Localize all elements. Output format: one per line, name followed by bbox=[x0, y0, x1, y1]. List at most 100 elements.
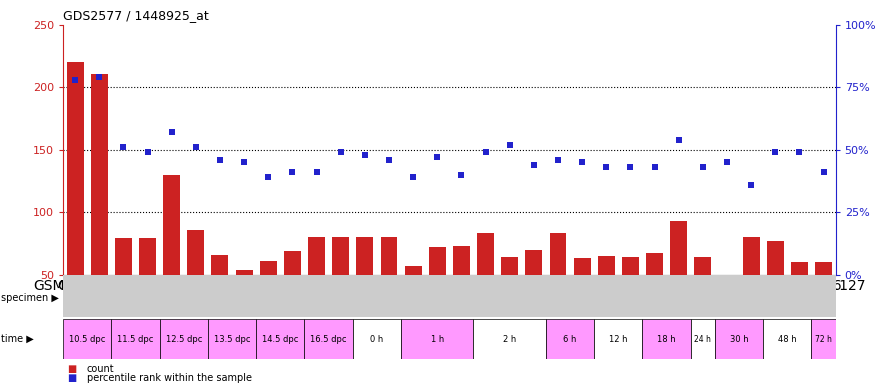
Bar bbox=[208, 319, 256, 359]
Text: GDS2577 / 1448925_at: GDS2577 / 1448925_at bbox=[63, 9, 209, 22]
Bar bbox=[284, 251, 301, 275]
Bar bbox=[404, 266, 422, 275]
Point bbox=[406, 174, 420, 180]
Bar bbox=[816, 262, 832, 275]
Bar bbox=[260, 261, 276, 275]
Point bbox=[623, 164, 637, 170]
Bar bbox=[353, 278, 836, 317]
Bar bbox=[695, 257, 711, 275]
Bar bbox=[477, 233, 494, 275]
Bar bbox=[212, 255, 228, 275]
Point bbox=[575, 159, 589, 165]
Point bbox=[358, 152, 372, 158]
Bar bbox=[139, 238, 156, 275]
Text: ■: ■ bbox=[67, 373, 77, 383]
Bar bbox=[356, 237, 374, 275]
Bar bbox=[598, 256, 615, 275]
Bar bbox=[381, 237, 397, 275]
Text: specimen ▶: specimen ▶ bbox=[1, 293, 59, 303]
Point bbox=[502, 142, 516, 148]
Bar bbox=[235, 270, 253, 275]
Text: 2 h: 2 h bbox=[503, 335, 516, 344]
Text: 30 h: 30 h bbox=[730, 335, 748, 344]
Text: time ▶: time ▶ bbox=[1, 334, 33, 344]
Text: 6 h: 6 h bbox=[564, 335, 577, 344]
Text: 0 h: 0 h bbox=[370, 335, 383, 344]
Bar bbox=[304, 319, 353, 359]
Point bbox=[164, 129, 178, 136]
Bar bbox=[718, 275, 735, 276]
Bar bbox=[715, 319, 763, 359]
Bar bbox=[115, 238, 132, 275]
Point bbox=[262, 174, 276, 180]
Text: 10.5 dpc: 10.5 dpc bbox=[69, 335, 105, 344]
Text: 1 h: 1 h bbox=[430, 335, 444, 344]
Text: 48 h: 48 h bbox=[778, 335, 796, 344]
Point bbox=[189, 144, 203, 150]
Bar bbox=[550, 233, 566, 275]
Bar bbox=[401, 319, 473, 359]
Bar bbox=[690, 319, 715, 359]
Text: percentile rank within the sample: percentile rank within the sample bbox=[87, 373, 252, 383]
Text: 72 h: 72 h bbox=[816, 335, 832, 344]
Point bbox=[454, 172, 468, 178]
Text: ■: ■ bbox=[67, 364, 77, 374]
Text: count: count bbox=[87, 364, 115, 374]
Point bbox=[430, 154, 444, 161]
Text: 14.5 dpc: 14.5 dpc bbox=[262, 335, 298, 344]
Text: 11.5 dpc: 11.5 dpc bbox=[117, 335, 154, 344]
Bar bbox=[763, 319, 811, 359]
Bar bbox=[525, 250, 542, 275]
Bar bbox=[622, 257, 639, 275]
Text: developing liver: developing liver bbox=[163, 293, 253, 303]
Bar bbox=[353, 319, 401, 359]
Point bbox=[696, 164, 710, 170]
Point bbox=[92, 74, 106, 81]
Point bbox=[744, 182, 758, 188]
Bar bbox=[546, 319, 594, 359]
Point bbox=[116, 144, 130, 150]
Bar bbox=[670, 221, 687, 275]
Point bbox=[141, 149, 155, 155]
Bar bbox=[332, 237, 349, 275]
Text: 16.5 dpc: 16.5 dpc bbox=[311, 335, 346, 344]
Bar bbox=[766, 241, 784, 275]
Bar bbox=[187, 230, 204, 275]
Text: 12.5 dpc: 12.5 dpc bbox=[165, 335, 202, 344]
Bar bbox=[811, 319, 836, 359]
Point bbox=[672, 137, 686, 143]
Bar bbox=[646, 253, 663, 275]
Text: 13.5 dpc: 13.5 dpc bbox=[214, 335, 250, 344]
Point bbox=[382, 157, 396, 163]
Point bbox=[599, 164, 613, 170]
Bar bbox=[642, 319, 690, 359]
Bar bbox=[473, 319, 546, 359]
Point bbox=[648, 164, 662, 170]
Text: 12 h: 12 h bbox=[609, 335, 627, 344]
Point bbox=[720, 159, 734, 165]
Bar bbox=[63, 319, 111, 359]
Point bbox=[237, 159, 251, 165]
Bar bbox=[159, 319, 208, 359]
Bar bbox=[501, 257, 518, 275]
Bar bbox=[453, 246, 470, 275]
Point bbox=[793, 149, 807, 155]
Point bbox=[768, 149, 782, 155]
Bar bbox=[308, 237, 325, 275]
Bar bbox=[91, 74, 108, 275]
Point bbox=[213, 157, 227, 163]
Point bbox=[310, 169, 324, 175]
Point bbox=[479, 149, 493, 155]
Bar bbox=[111, 319, 159, 359]
Bar bbox=[791, 262, 808, 275]
Bar bbox=[429, 247, 445, 275]
Text: 24 h: 24 h bbox=[695, 335, 711, 344]
Point bbox=[816, 169, 830, 175]
Bar bbox=[164, 175, 180, 275]
Point bbox=[551, 157, 565, 163]
Bar bbox=[743, 237, 760, 275]
Bar bbox=[66, 62, 83, 275]
Point bbox=[527, 162, 541, 168]
Point bbox=[333, 149, 347, 155]
Text: 18 h: 18 h bbox=[657, 335, 676, 344]
